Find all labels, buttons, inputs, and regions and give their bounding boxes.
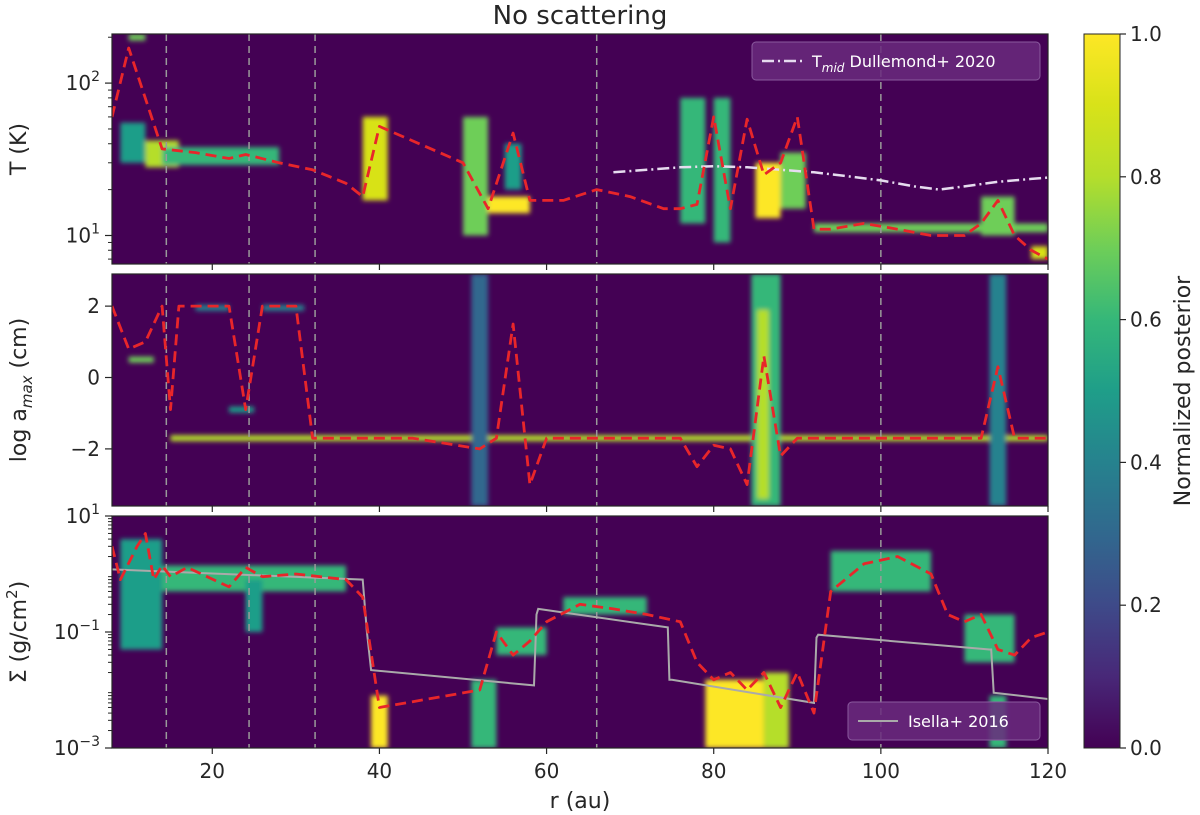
colorbar: 0.0 0.2 0.4 0.6 0.8 1.0 — [1083, 22, 1162, 760]
posterior-band — [120, 34, 1048, 260]
legend-label: Isella+ 2016 — [908, 712, 1009, 731]
posterior-blob — [195, 304, 229, 311]
bestfit-line — [112, 304, 1048, 487]
y-tick-label: 10−3 — [54, 734, 100, 760]
legend-box — [751, 41, 1041, 81]
x-axis: 20 40 60 80 100 120 — [200, 759, 1068, 783]
y-tick-label: 2 — [87, 294, 100, 318]
y-axis-label: Σ (g/cm2) — [3, 581, 32, 684]
posterior-blob — [371, 695, 388, 748]
tmid-legend: Tmid Dullemond+ 2020 — [751, 41, 1041, 81]
plot-content — [112, 274, 1048, 506]
posterior-blob — [1031, 246, 1048, 260]
x-axis-label: r (au) — [550, 789, 611, 814]
plot-frame — [111, 273, 1049, 507]
posterior-blob — [471, 679, 497, 748]
posterior-band — [120, 539, 1015, 748]
sigma-panel: 101 10−1 10−3 Σ (g/cm2) Isella+ 2016 — [3, 502, 1049, 760]
x-tick-label: 80 — [701, 759, 726, 783]
legend-box — [847, 701, 1041, 741]
y-tick-label: 0 — [87, 366, 100, 390]
x-tick-label: 20 — [200, 759, 225, 783]
colorbar-tick-label: 0.8 — [1130, 165, 1162, 189]
temperature-panel: 102 101 T (K) Tmid Dullemond+ 2020 — [7, 33, 1049, 270]
posterior-blob — [128, 34, 146, 41]
posterior-blob — [120, 122, 146, 163]
plot-content — [112, 516, 1048, 748]
posterior-blob — [262, 304, 305, 311]
tmid-reference-line — [613, 164, 1048, 191]
colorbar-label: Normalized posterior — [1171, 275, 1196, 506]
isella-reference-line — [112, 568, 1048, 705]
amax-panel: 2 0 −2 log amax (cm) — [7, 273, 1049, 512]
posterior-blob — [964, 614, 1015, 663]
posterior-blob — [989, 274, 1007, 506]
bestfit-line — [112, 532, 1048, 715]
posterior-blob — [757, 309, 769, 499]
posterior-blob — [680, 97, 706, 224]
posterior-blob — [814, 223, 1048, 233]
y-tick-label: −2 — [71, 437, 100, 461]
y-tick-label: 101 — [66, 502, 100, 528]
posterior-blob — [128, 356, 154, 363]
y-tick-label: 10−1 — [54, 618, 100, 644]
plot-background — [112, 274, 1048, 506]
y-axis-label: T (K) — [7, 123, 32, 176]
posterior-blob — [120, 539, 163, 650]
y-tick-label: 102 — [66, 69, 100, 95]
posterior-blob — [763, 672, 789, 748]
colorbar-tick-label: 0.6 — [1130, 308, 1162, 332]
legend-label: Tmid Dullemond+ 2020 — [811, 52, 996, 75]
posterior-blob — [488, 196, 530, 214]
x-tick-label: 60 — [534, 759, 559, 783]
y-axis-label: log amax (cm) — [7, 318, 36, 462]
colorbar-tick-label: 0.4 — [1130, 450, 1162, 474]
posterior-blob — [780, 152, 806, 209]
colorbar-frame — [1083, 33, 1121, 749]
isella-legend: Isella+ 2016 — [847, 701, 1041, 741]
x-tick-label: 100 — [862, 759, 900, 783]
posterior-blob — [245, 579, 263, 632]
colorbar-tick-label: 1.0 — [1130, 22, 1162, 46]
posterior-blob — [362, 116, 388, 201]
plot-frame — [111, 33, 1049, 265]
y-tick-label: 101 — [66, 221, 100, 247]
x-tick-label: 40 — [367, 759, 392, 783]
colorbar-tick-label: 0.0 — [1130, 736, 1162, 760]
posterior-blob — [713, 97, 731, 243]
posterior-blob — [471, 274, 489, 506]
colorbar-gradient — [1084, 34, 1120, 748]
x-tick-label: 120 — [1029, 759, 1067, 783]
colorbar-tick-label: 0.2 — [1130, 593, 1162, 617]
bestfit-line — [112, 46, 1048, 261]
chart-title: No scattering — [493, 1, 668, 31]
posterior-blob — [229, 406, 255, 413]
posterior-blob — [705, 679, 764, 748]
posterior-blob — [463, 116, 489, 236]
